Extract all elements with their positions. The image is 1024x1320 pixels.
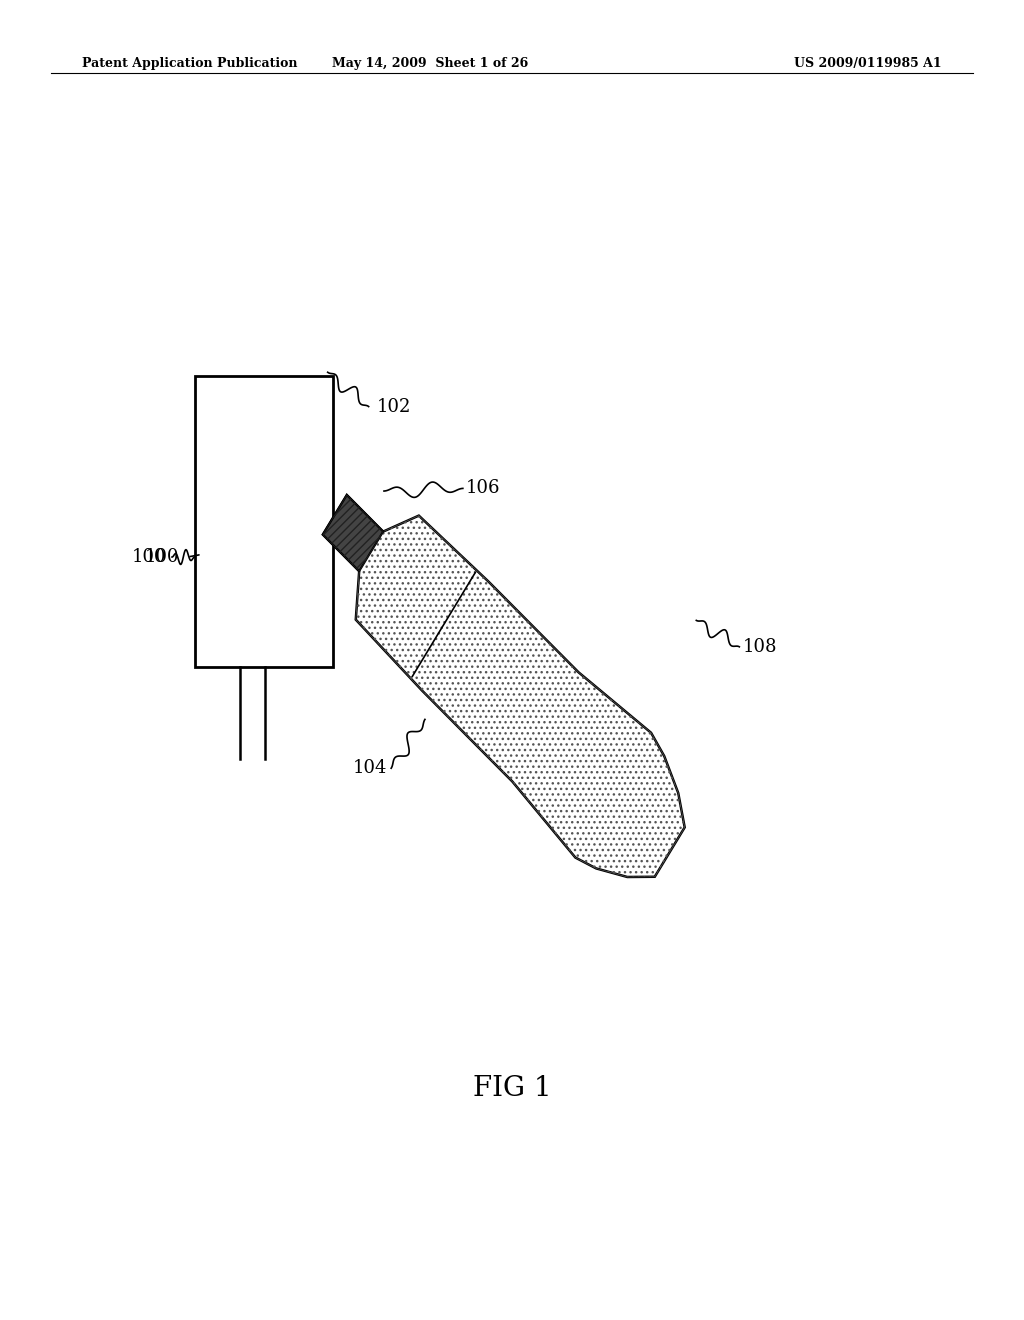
Text: 100: 100 bbox=[144, 548, 179, 566]
Text: May 14, 2009  Sheet 1 of 26: May 14, 2009 Sheet 1 of 26 bbox=[332, 57, 528, 70]
Text: 106: 106 bbox=[466, 479, 501, 498]
Polygon shape bbox=[323, 495, 383, 572]
Text: FIG 1: FIG 1 bbox=[473, 1076, 551, 1102]
Text: 100: 100 bbox=[131, 548, 166, 566]
FancyBboxPatch shape bbox=[195, 376, 333, 667]
Text: Patent Application Publication: Patent Application Publication bbox=[82, 57, 297, 70]
Text: 108: 108 bbox=[742, 638, 777, 656]
Text: 102: 102 bbox=[377, 397, 412, 416]
Text: 104: 104 bbox=[352, 759, 387, 777]
Text: US 2009/0119985 A1: US 2009/0119985 A1 bbox=[795, 57, 942, 70]
Polygon shape bbox=[323, 495, 685, 876]
